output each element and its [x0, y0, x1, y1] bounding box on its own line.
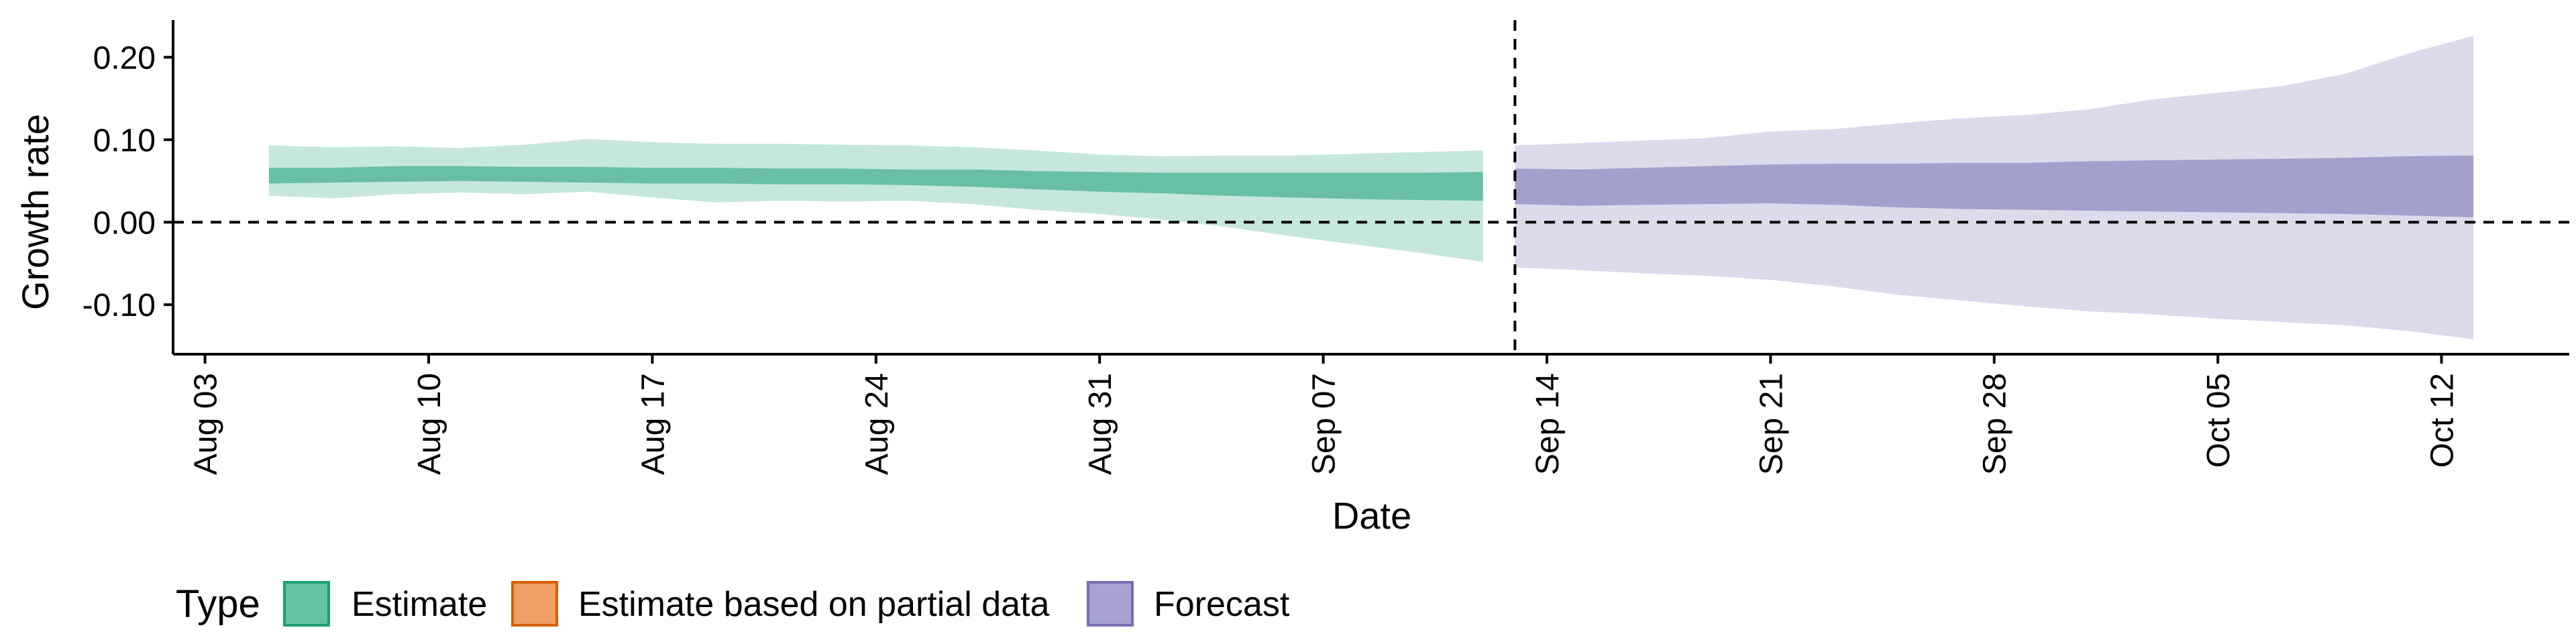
- plot-area: [173, 20, 2569, 354]
- estimate-outer-band: [268, 139, 1483, 262]
- y-tick-label: 0.10: [93, 123, 156, 158]
- x-tick-label: Aug 03: [189, 373, 224, 475]
- forecast-inner-band: [1515, 155, 2474, 217]
- y-axis-title: Growth rate: [14, 114, 56, 311]
- legend: Type Estimate Estimate based on partial …: [176, 581, 1290, 627]
- y-tick-label: -0.10: [83, 288, 156, 323]
- y-tick-label: 0.20: [93, 40, 156, 76]
- x-tick-label: Aug 24: [859, 373, 895, 475]
- legend-label-estimate: Estimate: [352, 585, 487, 624]
- legend-label-forecast: Forecast: [1154, 585, 1290, 624]
- axes: -0.10 0.00 0.10 0.20 Aug 03 Aug 10 Aug 17 Aug 2…: [83, 20, 2569, 475]
- x-tick-label: Sep 07: [1307, 373, 1342, 475]
- x-tick-label: Aug 31: [1083, 373, 1118, 475]
- legend-swatch-forecast: [1087, 581, 1134, 627]
- x-tick-label: Oct 05: [2201, 373, 2237, 468]
- estimate-inner-band: [268, 166, 1483, 201]
- x-tick-label: Aug 17: [635, 373, 671, 475]
- legend-title: Type: [176, 582, 260, 626]
- x-tick-label: Sep 21: [1754, 373, 1789, 475]
- legend-swatch-partial: [511, 581, 558, 627]
- x-tick-label: Oct 12: [2425, 373, 2461, 468]
- legend-label-partial: Estimate based on partial data: [578, 585, 1050, 624]
- x-tick-label: Aug 10: [412, 373, 447, 475]
- x-axis-title: Date: [1332, 494, 1411, 537]
- x-tick-label: Sep 28: [1978, 373, 2013, 475]
- x-tick-label: Sep 14: [1530, 373, 1566, 475]
- y-tick-label: 0.00: [93, 205, 156, 241]
- legend-swatch-estimate: [283, 581, 330, 627]
